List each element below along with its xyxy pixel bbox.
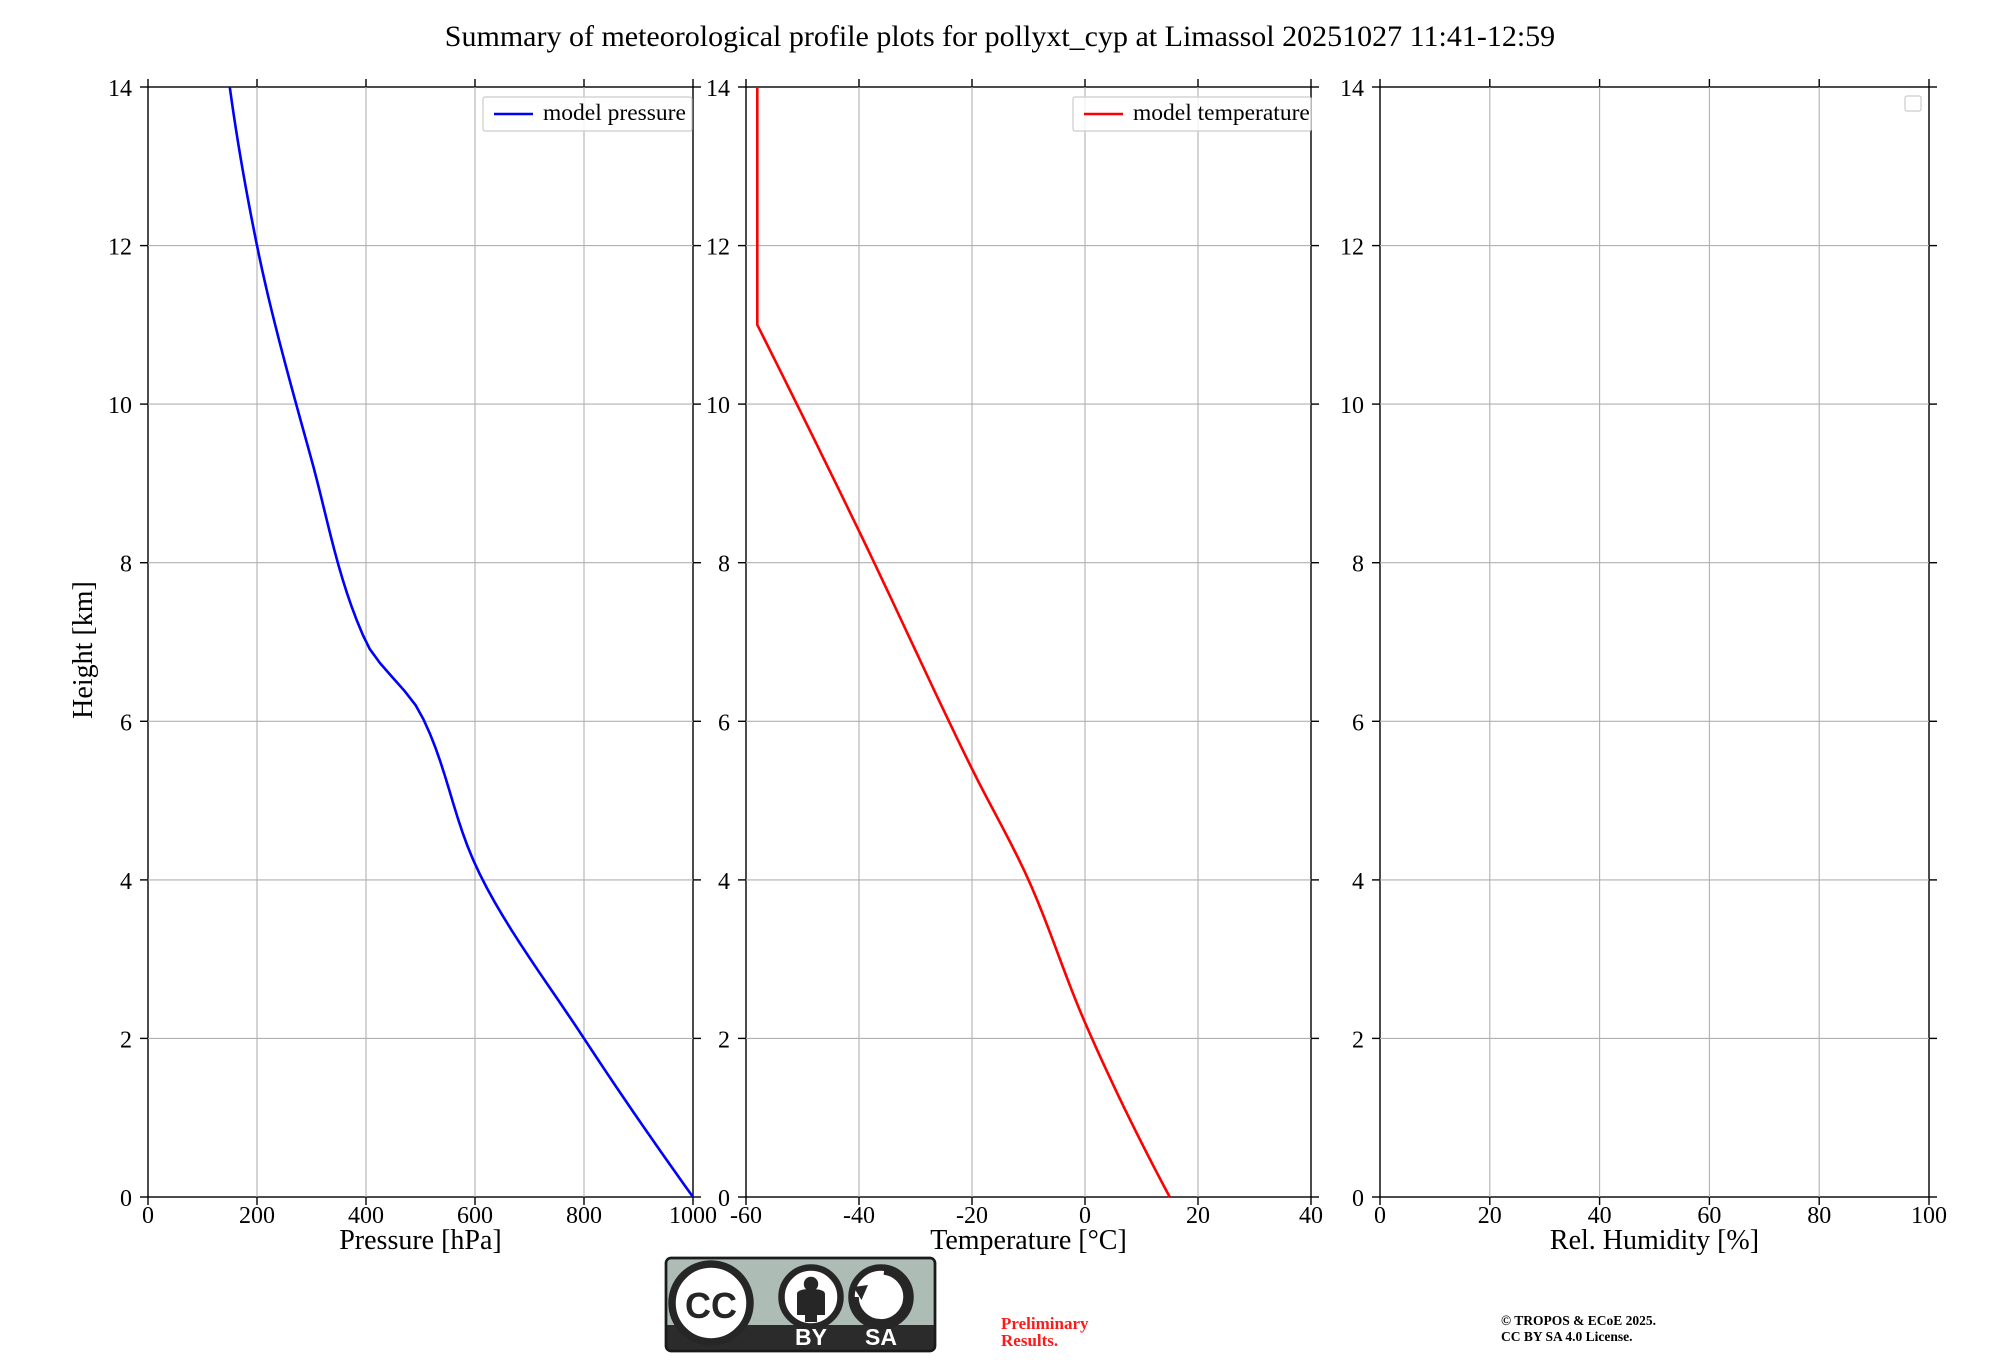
- svg-text:12: 12: [1340, 235, 1364, 261]
- svg-text:Height [km]: Height [km]: [68, 581, 99, 719]
- svg-text:40: 40: [1299, 1203, 1323, 1229]
- svg-text:0: 0: [1352, 1186, 1364, 1212]
- svg-text:model temperature: model temperature: [1133, 100, 1310, 126]
- svg-text:2: 2: [1352, 1027, 1364, 1053]
- svg-text:12: 12: [108, 235, 132, 261]
- svg-text:Results.: Results.: [1001, 1331, 1058, 1350]
- svg-text:80: 80: [1807, 1203, 1831, 1229]
- svg-text:4: 4: [718, 869, 730, 895]
- svg-text:20: 20: [1186, 1203, 1210, 1229]
- svg-text:Temperature [°C]: Temperature [°C]: [930, 1225, 1127, 1256]
- svg-text:Summary of meteorological prof: Summary of meteorological profile plots …: [445, 20, 1555, 53]
- svg-text:12: 12: [706, 235, 730, 261]
- svg-text:model pressure: model pressure: [543, 100, 686, 126]
- svg-text:-60: -60: [730, 1203, 762, 1229]
- svg-text:BY: BY: [795, 1324, 827, 1350]
- svg-text:© TROPOS & ECoE 2025.: © TROPOS & ECoE 2025.: [1501, 1313, 1656, 1328]
- svg-text:6: 6: [120, 710, 132, 736]
- svg-text:8: 8: [718, 552, 730, 578]
- svg-text:-40: -40: [843, 1203, 875, 1229]
- svg-text:800: 800: [566, 1203, 602, 1229]
- svg-text:4: 4: [120, 869, 132, 895]
- svg-text:10: 10: [1340, 393, 1364, 419]
- svg-text:8: 8: [1352, 552, 1364, 578]
- svg-text:CC: CC: [685, 1285, 737, 1326]
- svg-text:10: 10: [706, 393, 730, 419]
- svg-text:10: 10: [108, 393, 132, 419]
- svg-text:200: 200: [239, 1203, 275, 1229]
- svg-text:0: 0: [718, 1186, 730, 1212]
- svg-text:0: 0: [1374, 1203, 1386, 1229]
- svg-text:CC BY SA 4.0 License.: CC BY SA 4.0 License.: [1501, 1329, 1633, 1344]
- svg-text:2: 2: [120, 1027, 132, 1053]
- svg-text:2: 2: [718, 1027, 730, 1053]
- svg-text:4: 4: [1352, 869, 1364, 895]
- svg-text:SA: SA: [865, 1324, 897, 1350]
- svg-text:6: 6: [1352, 710, 1364, 736]
- svg-text:20: 20: [1478, 1203, 1502, 1229]
- svg-text:Rel. Humidity [%]: Rel. Humidity [%]: [1550, 1225, 1759, 1256]
- svg-text:100: 100: [1911, 1203, 1947, 1229]
- svg-text:6: 6: [718, 710, 730, 736]
- svg-text:8: 8: [120, 552, 132, 578]
- svg-text:14: 14: [108, 76, 132, 102]
- svg-text:0: 0: [120, 1186, 132, 1212]
- svg-text:1000: 1000: [669, 1203, 717, 1229]
- svg-text:14: 14: [706, 76, 730, 102]
- svg-text:0: 0: [142, 1203, 154, 1229]
- svg-text:Pressure [hPa]: Pressure [hPa]: [339, 1225, 502, 1256]
- svg-text:14: 14: [1340, 76, 1364, 102]
